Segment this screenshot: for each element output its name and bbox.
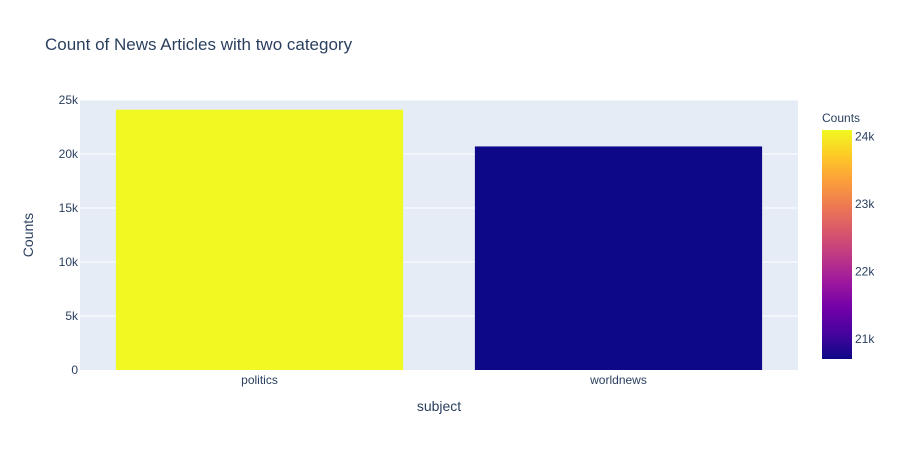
colorbar-tick-label: 21k (855, 332, 875, 346)
y-tick-label: 15k (59, 201, 79, 215)
colorbar-title: Counts (822, 111, 860, 125)
y-tick-label: 0 (71, 363, 78, 377)
y-tick-label: 5k (65, 309, 79, 323)
x-axis-title: subject (417, 398, 461, 414)
colorbar-tick-label: 23k (855, 197, 875, 211)
y-tick-label: 10k (59, 255, 79, 269)
bar-worldnews (474, 146, 763, 370)
y-axis-title: Counts (20, 213, 36, 257)
chart-title: Count of News Articles with two category (45, 35, 353, 54)
colorbar-tick-label: 24k (855, 130, 875, 144)
x-tick-label: politics (241, 373, 278, 387)
bars (115, 109, 763, 370)
bar-politics (115, 109, 404, 370)
y-tick-label: 20k (59, 147, 79, 161)
x-axis-ticks: politics worldnews (241, 373, 647, 387)
colorbar (822, 130, 852, 359)
x-tick-label: worldnews (589, 373, 647, 387)
colorbar-tick-label: 22k (855, 264, 875, 278)
colorbar-ticks: 21k 22k 23k 24k (855, 130, 875, 346)
y-tick-label: 25k (59, 93, 79, 107)
y-axis-ticks: 0 5k 10k 15k 20k 25k (59, 93, 79, 377)
